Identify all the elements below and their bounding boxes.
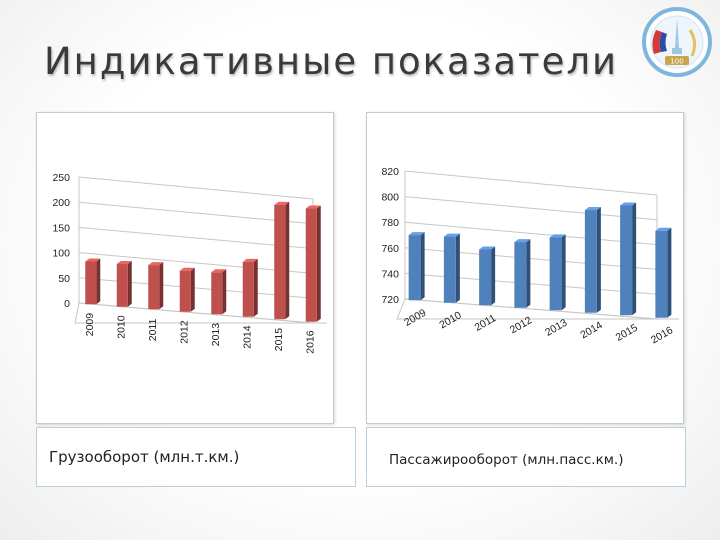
freight-bar <box>116 261 132 307</box>
passenger-gridline <box>404 272 658 295</box>
passenger-gridline <box>404 247 658 270</box>
freight-gridline <box>78 201 314 225</box>
freight-bar <box>242 258 258 317</box>
passenger-bar <box>655 227 672 318</box>
passenger-ytick-label: 720 <box>381 294 399 306</box>
freight-xtick-label: 2016 <box>304 330 316 354</box>
passenger-gridline <box>404 196 658 221</box>
passenger-xtick-label: 2014 <box>578 319 604 341</box>
freight-ytick-label: 200 <box>52 197 70 209</box>
freight-xtick-label: 2010 <box>115 315 127 339</box>
passenger-bar <box>479 246 496 306</box>
freight-bar <box>179 267 195 312</box>
passenger-ytick-label: 780 <box>381 217 399 229</box>
freight-xtick-label: 2011 <box>147 319 159 342</box>
passenger-ytick-label: 760 <box>381 243 399 255</box>
freight-xtick-label: 2014 <box>241 325 253 349</box>
freight-bar <box>274 201 290 320</box>
passenger-floor <box>396 298 679 320</box>
freight-xtick-label: 2012 <box>178 320 190 344</box>
freight-xtick-label: 2015 <box>273 328 285 352</box>
freight-ytick-label: 150 <box>52 222 70 234</box>
passenger-ytick-label: 740 <box>381 268 399 280</box>
freight-ytick-label: 100 <box>52 248 70 260</box>
passenger-bar <box>549 234 566 311</box>
freight-bar <box>85 258 101 305</box>
passenger-bar <box>584 207 601 313</box>
freight-ytick-label: 50 <box>58 273 70 285</box>
freight-ytick-label: 0 <box>64 298 70 310</box>
freight-chart: 0 50 100 150 200 250 2009 2010 2011 2012 2013 2014 2… <box>52 172 327 354</box>
passenger-xtick-label: 2011 <box>473 312 499 334</box>
passenger-bar <box>514 239 531 308</box>
freight-caption-box: Грузооборот (млн.т.км.) <box>36 427 356 487</box>
passenger-ytick-label: 820 <box>381 166 399 178</box>
page-title: Индикативные показатели <box>44 40 619 83</box>
passenger-bar <box>443 233 460 303</box>
passenger-xtick-label: 2015 <box>614 322 640 344</box>
logo-number: 100 <box>670 58 683 66</box>
passenger-chart: 720 740 760 780 800 820 2009 2010 2011 2012 2013 20… <box>381 166 679 346</box>
passenger-chart-panel: 720 740 760 780 800 820 2009 2010 2011 2012 2013 20… <box>366 112 684 424</box>
passenger-xtick-label: 2012 <box>508 314 534 336</box>
freight-bar <box>305 205 321 322</box>
freight-xtick-label: 2009 <box>84 313 96 337</box>
freight-gridline <box>78 226 314 250</box>
freight-caption: Грузооборот (млн.т.км.) <box>49 448 240 466</box>
passenger-xtick-label: 2013 <box>543 317 569 339</box>
passenger-ytick-label: 800 <box>381 192 399 204</box>
freight-gridline <box>78 252 314 274</box>
passenger-caption: Пассажирооборот (млн.пасс.км.) <box>389 452 624 468</box>
passenger-xtick-label: 2016 <box>649 324 675 346</box>
university-logo: 100 <box>642 7 712 77</box>
passenger-xtick-label: 2009 <box>402 307 428 329</box>
passenger-caption-box: Пассажирооборот (млн.пасс.км.) <box>366 427 686 487</box>
passenger-gridline <box>404 170 658 196</box>
passenger-gridline <box>404 221 658 246</box>
freight-bar <box>148 262 164 310</box>
freight-chart-panel: 0 50 100 150 200 250 2009 2010 2011 2012 2013 2014 2… <box>36 112 334 424</box>
freight-gridline <box>78 176 314 200</box>
freight-bar <box>211 269 227 315</box>
freight-floor <box>74 302 327 324</box>
passenger-bar <box>620 202 637 316</box>
freight-ytick-label: 250 <box>52 172 70 184</box>
freight-xtick-label: 2013 <box>210 323 222 347</box>
passenger-xtick-label: 2010 <box>437 309 463 331</box>
passenger-bar <box>408 232 425 301</box>
